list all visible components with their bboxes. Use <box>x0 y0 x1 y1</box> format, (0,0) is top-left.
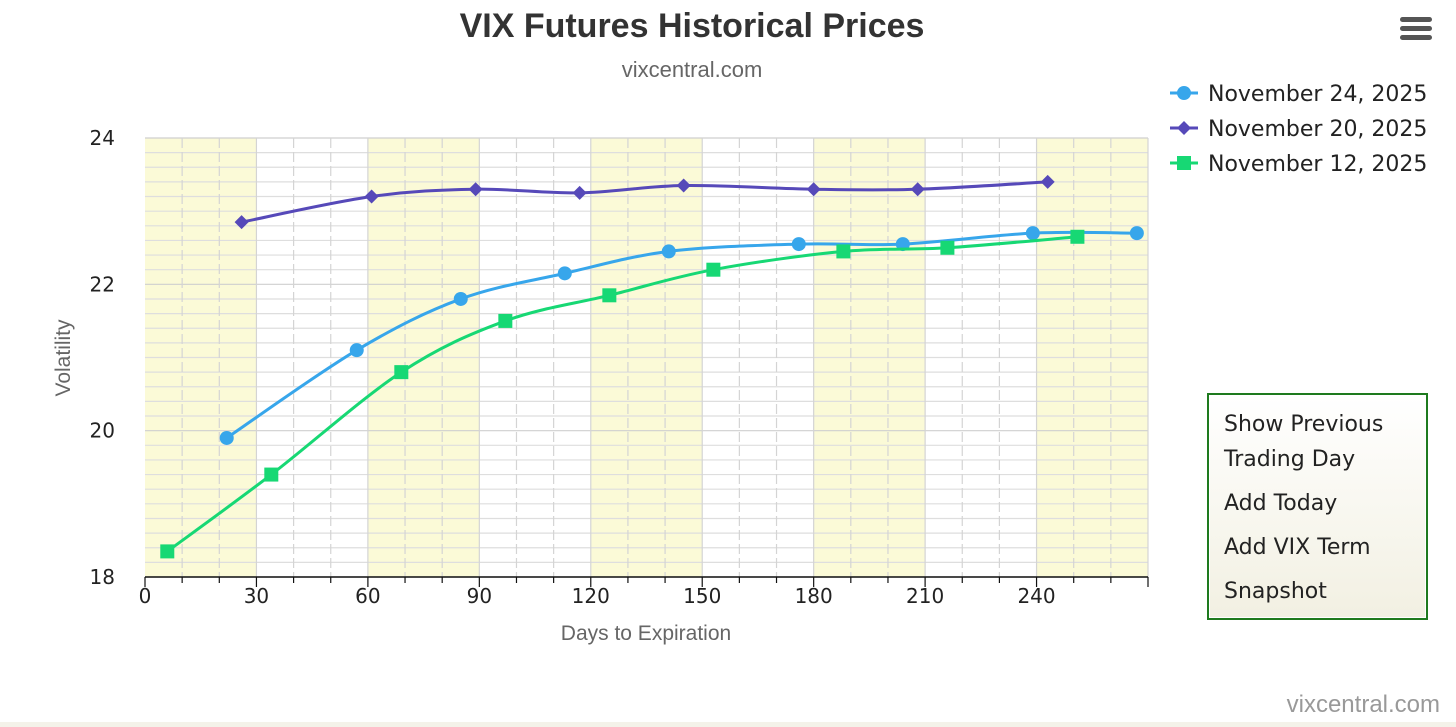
legend-label: November 12, 2025 <box>1208 152 1427 177</box>
data-point <box>1129 226 1144 241</box>
x-tick-label: 90 <box>467 584 492 608</box>
legend-marker <box>1177 86 1191 100</box>
data-point <box>602 288 617 303</box>
series-line <box>241 180 1048 224</box>
chart-title: VIX Futures Historical Prices <box>460 7 925 45</box>
data-point <box>1025 226 1040 241</box>
data-point <box>364 189 379 204</box>
y-tick-label: 18 <box>90 565 115 589</box>
chart-subtitle: vixcentral.com <box>622 57 763 82</box>
menu-bar <box>1400 35 1432 40</box>
x-tick-label: 210 <box>906 584 944 608</box>
axes: 0 30 60 90 120 150 180 210 240 18 20 22 24 <box>90 126 1149 608</box>
legend-item-2[interactable]: November 20, 2025 <box>1170 117 1427 142</box>
credit-link[interactable]: vixcentral.com <box>1287 691 1440 718</box>
data-point <box>806 182 821 197</box>
hamburger-menu-icon[interactable] <box>1398 14 1434 44</box>
menu-bar <box>1400 17 1432 22</box>
add-today-button[interactable]: Add Today <box>1224 486 1424 521</box>
legend-label: November 20, 2025 <box>1208 117 1427 142</box>
legend-item-3[interactable]: November 12, 2025 <box>1170 152 1427 177</box>
x-tick-label: 240 <box>1017 584 1055 608</box>
x-tick-label: 150 <box>683 584 721 608</box>
data-point <box>234 215 249 230</box>
x-tick-label: 30 <box>244 584 269 608</box>
options-panel: Show Previous Trading Day Add Today Add … <box>1207 393 1428 620</box>
snapshot-button[interactable]: Snapshot <box>1224 574 1424 609</box>
x-tick-label: 0 <box>139 584 152 608</box>
data-point <box>706 262 721 277</box>
data-point <box>394 365 409 380</box>
data-point <box>836 244 851 259</box>
y-tick-label: 22 <box>90 272 115 296</box>
data-point <box>940 240 955 255</box>
legend-marker <box>1177 121 1191 135</box>
data-point <box>468 182 483 197</box>
series-3 <box>160 229 1085 559</box>
y-axis-title: Volatility <box>52 319 75 397</box>
data-point <box>910 182 925 197</box>
data-point <box>791 237 806 252</box>
data-point <box>661 244 676 259</box>
x-axis-title: Days to Expiration <box>561 622 731 645</box>
add-vix-term-button[interactable]: Add VIX Term <box>1224 530 1424 565</box>
data-point <box>219 430 234 445</box>
series-1 <box>219 226 1144 445</box>
series-2 <box>234 174 1055 230</box>
menu-bar <box>1400 26 1432 31</box>
data-point <box>676 178 691 193</box>
show-previous-trading-day-button[interactable]: Show Previous Trading Day <box>1224 407 1424 477</box>
grid <box>145 137 1149 578</box>
x-tick-label: 180 <box>795 584 833 608</box>
bottom-strip <box>0 722 1456 727</box>
data-point <box>1040 174 1055 189</box>
y-tick-label: 20 <box>90 419 115 443</box>
data-point <box>349 343 364 358</box>
legend-label: November 24, 2025 <box>1208 82 1427 107</box>
data-point <box>572 185 587 200</box>
data-point <box>264 467 279 482</box>
data-point <box>557 266 572 281</box>
legend-marker <box>1177 156 1191 170</box>
y-tick-label: 24 <box>90 126 115 150</box>
legend[interactable]: November 24, 2025 November 20, 2025 Novemb… <box>1170 82 1427 177</box>
data-point <box>1070 229 1085 244</box>
x-tick-label: 120 <box>572 584 610 608</box>
legend-item-1[interactable]: November 24, 2025 <box>1170 82 1427 107</box>
data-point <box>160 544 175 559</box>
series <box>160 174 1144 559</box>
data-point <box>498 313 513 328</box>
x-tick-label: 60 <box>355 584 380 608</box>
data-point <box>453 291 468 306</box>
